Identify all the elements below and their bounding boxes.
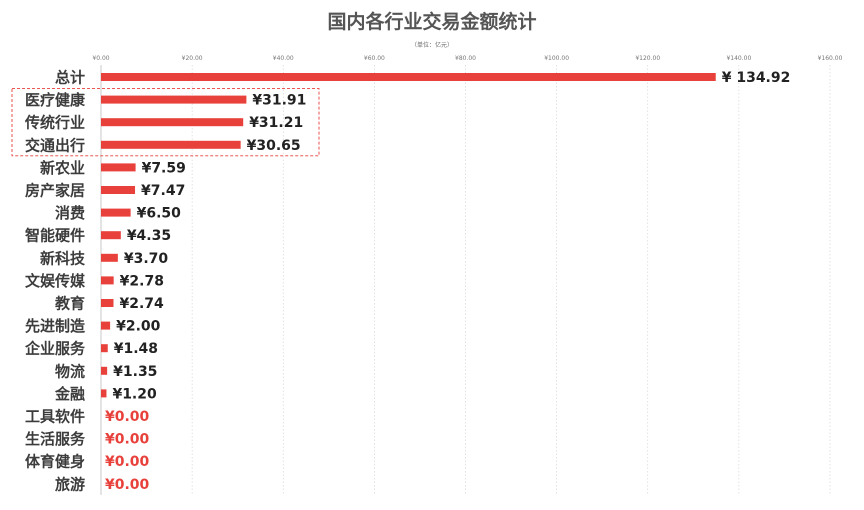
bar [101,186,136,194]
category-label: 新农业 [40,159,85,177]
category-label: 消费 [55,204,85,222]
category-label: 物流 [55,362,85,380]
bar [101,208,131,217]
category-label: 生活服务 [25,430,86,448]
bar [101,140,241,149]
bar [101,299,114,307]
value-label: ¥3.70 [124,251,169,267]
bar [101,253,118,262]
bar [101,276,114,285]
bar [101,118,244,127]
bar [101,95,247,104]
category-label: 文娱传媒 [25,272,86,290]
bar [101,321,111,330]
x-tick-label: ¥80.00 [455,55,476,62]
category-label: 体育健身 [25,453,85,471]
value-label: ¥31.21 [249,115,303,131]
bar [101,344,108,353]
value-label: ¥0.00 [105,409,150,425]
x-tick-label: ¥160.00 [818,55,843,62]
value-label: ¥7.47 [141,183,185,199]
value-label: ¥31.91 [252,93,306,109]
chart-title: 国内各行业交易金额统计 [327,10,536,33]
chart-subtitle: （单位：亿元） [411,41,453,49]
value-label: ¥0.00 [105,432,150,448]
x-tick-label: ¥40.00 [273,55,294,62]
bars [101,73,716,398]
category-label: 新科技 [40,249,86,267]
category-label: 医疗健康 [25,91,86,109]
category-label: 教育 [54,295,85,313]
value-label: ¥0.00 [105,477,150,493]
x-tick-label: ¥140.00 [726,55,751,62]
category-label: 旅游 [55,475,85,493]
category-label: 交通出行 [25,136,85,154]
x-tick-label: ¥0.00 [92,55,109,62]
value-label: ¥ 134.92 [722,70,791,86]
value-label: ¥1.48 [114,341,158,357]
bar [101,366,108,375]
category-label: 先进制造 [25,317,85,335]
category-label: 企业服务 [24,340,86,358]
x-tick-label: ¥20.00 [182,55,203,62]
bar [101,163,136,172]
category-label: 传统行业 [24,114,85,132]
x-tick-label: ¥60.00 [364,55,385,62]
value-label: ¥2.78 [120,273,164,289]
bar [101,231,121,240]
x-tick-label: ¥100.00 [544,55,569,62]
x-tick-label: ¥120.00 [635,55,660,62]
value-labels: ¥ 134.92 ¥31.91 ¥31.21 ¥30.65 ¥7.59 ¥7.47 ¥6.5… [105,70,790,493]
bar [101,73,716,81]
bar [101,389,107,398]
category-label: 工具软件 [25,408,85,426]
value-label: ¥4.35 [127,228,171,244]
value-label: ¥0.00 [105,454,150,470]
value-label: ¥6.50 [137,206,182,222]
value-label: ¥7.59 [142,160,186,176]
category-label: 总计 [55,69,85,87]
category-label: 房产家居 [25,182,85,200]
gridlines [100,65,831,495]
value-label: ¥2.00 [116,319,161,335]
highlight-box [11,88,320,157]
category-label: 智能硬件 [25,227,85,245]
value-label: ¥30.65 [247,138,301,154]
value-label: ¥1.20 [112,386,157,402]
value-label: ¥1.35 [113,364,157,380]
x-axis-ticks: ¥0.00 ¥20.00 ¥40.00 ¥60.00 ¥80.00 ¥100.00 ¥120… [92,55,842,62]
category-label: 金融 [54,385,85,403]
highlight-box-layer [11,88,320,157]
value-label: ¥2.74 [119,296,164,312]
category-labels: 总计医疗健康传统行业交通出行新农业房产家居消费智能硬件新科技文娱传媒教育先进制造… [24,69,86,494]
